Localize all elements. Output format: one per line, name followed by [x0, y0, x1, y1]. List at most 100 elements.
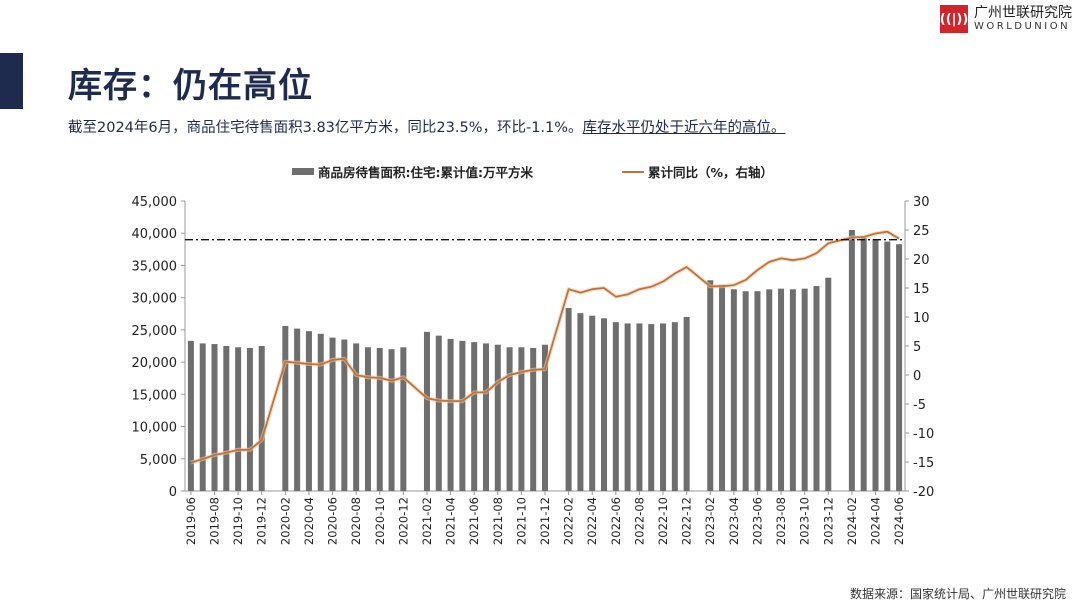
- accent-bar: [0, 53, 23, 109]
- x-tick-label: 2021-10: [514, 497, 528, 545]
- bar: [482, 343, 489, 491]
- x-tick-label: 2019-12: [255, 497, 269, 545]
- x-tick-label: 2019-06: [184, 497, 198, 545]
- bar: [589, 315, 596, 491]
- bar: [801, 288, 808, 491]
- bar: [860, 237, 867, 491]
- bar: [577, 313, 584, 491]
- bar: [719, 284, 726, 491]
- bar: [494, 344, 501, 491]
- bar: [294, 328, 301, 491]
- bar: [872, 239, 879, 491]
- bar: [329, 337, 336, 491]
- bar: [376, 347, 383, 491]
- bar: [187, 340, 194, 491]
- subtitle: 截至2024年6月，商品住宅待售面积3.83亿平方米，同比23.5%，环比-1.…: [68, 116, 786, 137]
- right-tick-label: -10: [913, 427, 934, 442]
- bar: [624, 323, 631, 491]
- x-tick-label: 2020-06: [326, 497, 340, 545]
- x-tick-label: 2022-08: [632, 497, 646, 545]
- x-tick-label: 2022-06: [609, 497, 623, 545]
- bar: [612, 322, 619, 491]
- bar: [884, 241, 891, 491]
- x-tick-label: 2023-12: [821, 497, 835, 545]
- bar: [447, 338, 454, 491]
- bar: [282, 326, 289, 491]
- legend-line-label: 累计同比（%，右轴）: [648, 165, 774, 180]
- bar: [518, 347, 525, 491]
- bar: [601, 318, 608, 491]
- subtitle-main: 截至2024年6月，商品住宅待售面积3.83亿平方米，同比23.5%，环比-1.…: [68, 120, 583, 136]
- x-tick-label: 2019-10: [231, 497, 245, 545]
- x-tick-label: 2019-08: [208, 497, 222, 545]
- bar: [825, 277, 832, 491]
- x-tick-label: 2020-02: [278, 497, 292, 545]
- bar: [258, 346, 265, 491]
- x-tick-label: 2022-02: [562, 497, 576, 545]
- data-source: 数据来源：国家统计局、广州世联研究院: [849, 587, 1066, 601]
- right-tick-label: 15: [913, 282, 930, 297]
- bar: [435, 335, 442, 491]
- x-tick-label: 2020-10: [373, 497, 387, 545]
- x-tick-label: 2021-12: [538, 497, 552, 545]
- left-tick-label: 20,000: [132, 356, 178, 371]
- bar: [648, 324, 655, 491]
- left-tick-label: 5,000: [140, 453, 177, 468]
- bar: [707, 280, 714, 491]
- left-tick-label: 15,000: [132, 388, 178, 403]
- x-tick-label: 2024-02: [845, 497, 859, 545]
- bar: [565, 307, 572, 491]
- bar: [235, 347, 242, 491]
- bar: [671, 322, 678, 491]
- left-tick-label: 10,000: [132, 421, 178, 436]
- x-tick-label: 2020-12: [396, 497, 410, 545]
- bar: [506, 347, 513, 491]
- x-tick-label: 2021-02: [420, 497, 434, 545]
- company-logo: ((|)) 广州世联研究院 WORLDUNION: [940, 5, 1072, 33]
- bar: [848, 230, 855, 491]
- right-tick-label: 30: [913, 195, 930, 210]
- left-tick-label: 0: [169, 485, 177, 500]
- bar: [778, 288, 785, 491]
- bar: [542, 344, 548, 491]
- x-tick-label: 2023-10: [798, 497, 812, 545]
- bar: [754, 291, 761, 491]
- bar: [388, 349, 395, 491]
- bar: [400, 347, 407, 491]
- right-tick-label: 5: [913, 340, 921, 355]
- x-tick-label: 2023-06: [750, 497, 764, 545]
- right-tick-label: 20: [913, 253, 930, 268]
- x-tick-label: 2021-04: [444, 497, 458, 545]
- bar: [223, 346, 230, 491]
- left-tick-label: 40,000: [132, 227, 178, 242]
- x-tick-label: 2022-04: [585, 497, 599, 545]
- legend-bar: 商品房待售面积:住宅:累计值:万平方米: [292, 162, 533, 181]
- bar: [199, 343, 206, 491]
- x-tick-label: 2023-04: [727, 497, 741, 545]
- right-tick-label: 10: [913, 311, 930, 326]
- right-tick-label: 25: [913, 224, 930, 239]
- left-tick-label: 30,000: [132, 292, 178, 307]
- bar: [423, 331, 430, 491]
- x-tick-label: 2023-08: [774, 497, 788, 545]
- bar: [636, 323, 643, 491]
- bar: [683, 317, 690, 491]
- left-tick-label: 45,000: [132, 195, 178, 210]
- x-tick-label: 2022-10: [656, 497, 670, 545]
- bar: [896, 244, 903, 491]
- bar: [530, 347, 537, 491]
- bar: [789, 289, 796, 491]
- left-tick-label: 25,000: [132, 324, 178, 339]
- right-tick-label: -20: [913, 485, 934, 500]
- bar: [211, 344, 218, 491]
- legend-line-swatch: [622, 170, 644, 173]
- right-tick-label: 0: [913, 369, 921, 384]
- subtitle-highlight: 库存水平仍处于近六年的高位。: [582, 120, 786, 136]
- left-tick-label: 35,000: [132, 259, 178, 274]
- logo-en: WORLDUNION: [974, 21, 1071, 32]
- x-tick-label: 2020-08: [349, 497, 363, 545]
- bar: [730, 289, 737, 491]
- legend-line: 累计同比（%，右轴）: [622, 162, 773, 181]
